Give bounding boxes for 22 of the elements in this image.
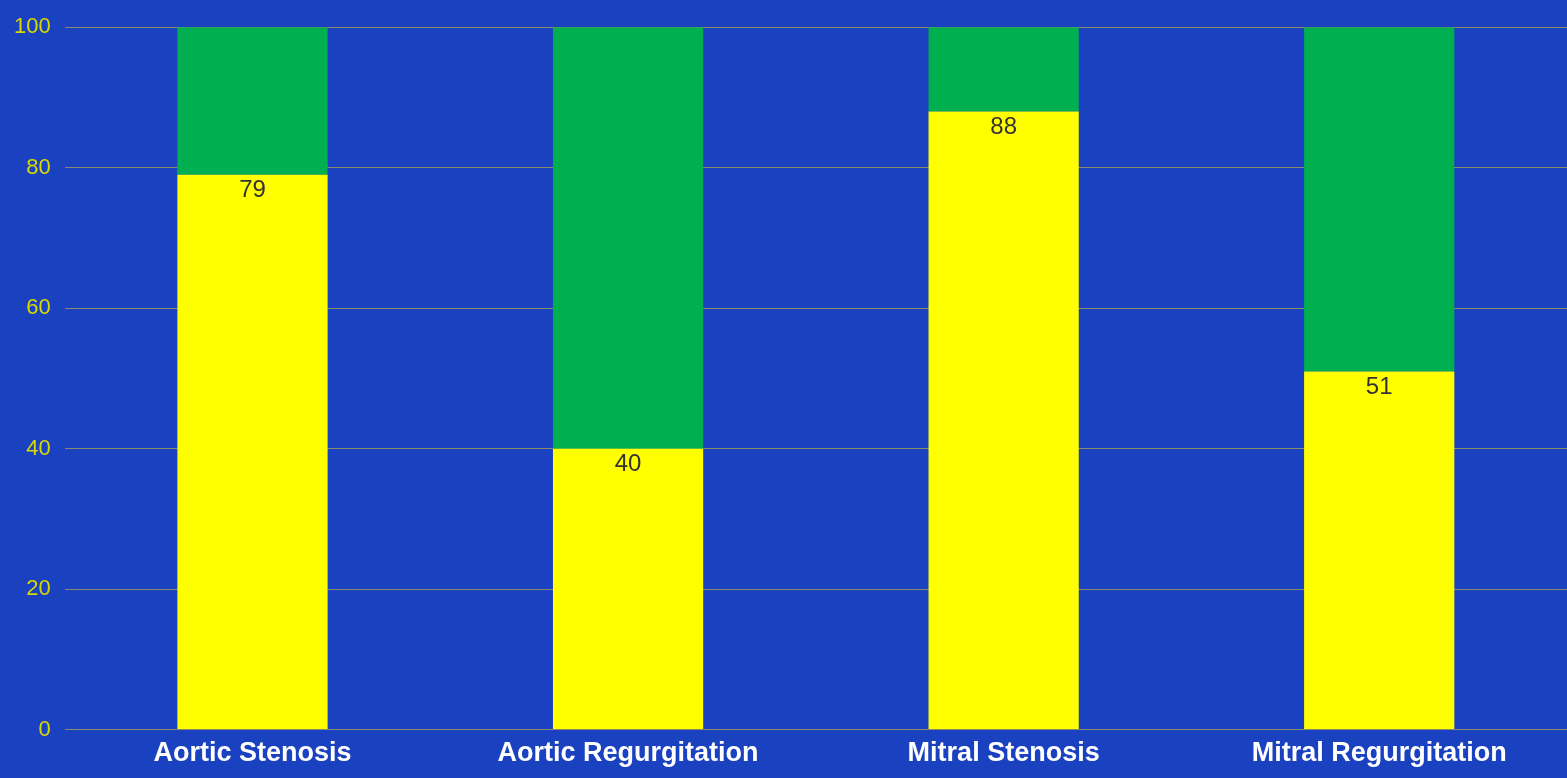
data-label: 51 bbox=[1365, 372, 1393, 399]
x-tick-label: Mitral Regurgitation bbox=[1251, 737, 1507, 768]
x-tick-label: Aortic Stenosis bbox=[153, 737, 352, 768]
bar bbox=[928, 111, 1079, 730]
y-tick-label: 40 bbox=[26, 434, 51, 460]
x-tick-label: Mitral Stenosis bbox=[907, 737, 1100, 768]
bar bbox=[177, 27, 328, 175]
data-label: 40 bbox=[614, 449, 642, 477]
y-tick-label: 0 bbox=[38, 715, 51, 741]
y-tick-label: 60 bbox=[26, 294, 51, 320]
x-tick-label: Aortic Regurgitation bbox=[497, 737, 759, 768]
y-tick-label: 20 bbox=[26, 575, 51, 601]
y-tick-label: 100 bbox=[13, 13, 51, 39]
bar bbox=[177, 174, 328, 730]
bar bbox=[552, 27, 704, 449]
data-label: 79 bbox=[239, 175, 266, 203]
bar bbox=[928, 27, 1079, 112]
data-label: 88 bbox=[990, 112, 1017, 140]
y-tick-label: 80 bbox=[26, 153, 51, 179]
bar bbox=[1304, 27, 1455, 372]
bar bbox=[552, 448, 704, 730]
bar bbox=[1304, 371, 1455, 730]
